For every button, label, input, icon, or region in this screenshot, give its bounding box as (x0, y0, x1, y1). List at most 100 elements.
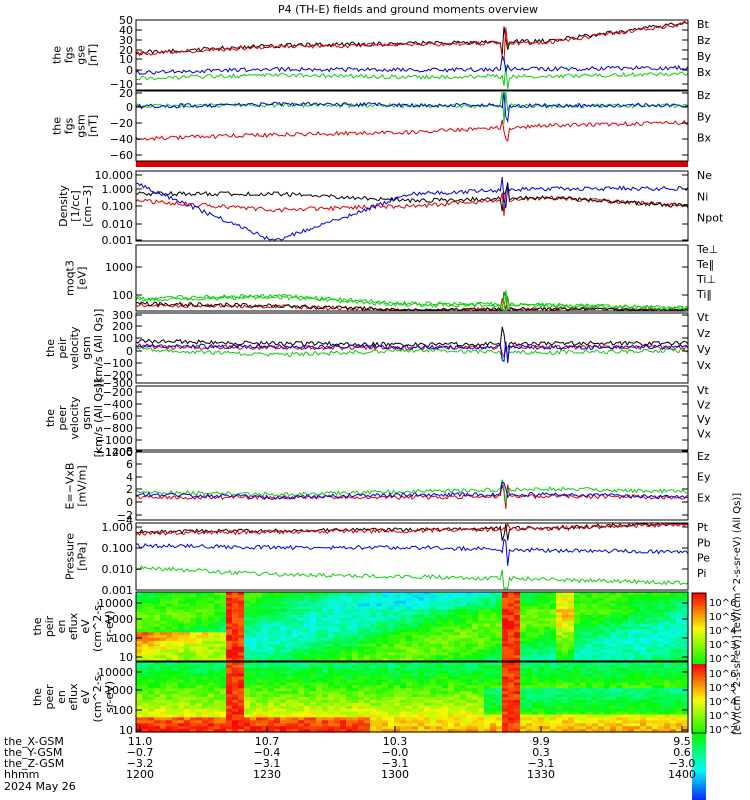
spectrogram-cell (652, 688, 659, 692)
spectrogram-cell (394, 708, 401, 713)
spectrogram-cell (550, 723, 557, 727)
spectrogram-cell (478, 652, 485, 656)
spectrogram-cell (358, 662, 365, 666)
spectrogram-cell (574, 714, 581, 718)
spectrogram-cell (460, 662, 467, 666)
spectrogram-cell (634, 664, 641, 669)
spectrogram-cell (310, 626, 317, 630)
spectrogram-cell (172, 714, 179, 718)
spectrogram-cell (214, 609, 221, 613)
spectrogram-cell (598, 702, 605, 707)
spectrogram-cell (232, 662, 239, 666)
spectrogram-cell (538, 652, 545, 656)
y-tick-label: −1400 (96, 446, 133, 459)
spectrogram-cell (274, 606, 281, 610)
spectrogram-cell (208, 643, 215, 648)
spectrogram-cell (382, 594, 389, 599)
spectrogram-cell (604, 679, 611, 683)
spectrogram-cell (166, 662, 173, 666)
spectrogram-cell (454, 626, 461, 630)
y-tick-label: 10 (119, 53, 133, 66)
spectrogram-cell (484, 623, 491, 628)
spectrogram-cell (556, 673, 563, 678)
spectrogram-cell (274, 632, 281, 636)
spectrogram-cell (526, 606, 533, 610)
spectrogram-cell (274, 617, 281, 622)
spectrogram-cell (526, 729, 533, 733)
spectrogram-cell (310, 609, 317, 613)
spectrogram-cell (238, 606, 245, 610)
spectrogram-cell (622, 691, 629, 695)
spectrogram-cell (682, 699, 689, 704)
spectrogram-cell (256, 646, 263, 651)
spectrogram-cell (442, 646, 449, 651)
spectrogram-cell (454, 711, 461, 716)
colorbar-cell (692, 768, 706, 771)
spectrogram-cell (208, 726, 215, 730)
colorbar-cell (692, 796, 706, 799)
spectrogram-cell (628, 646, 635, 651)
spectrogram-cell (490, 609, 497, 613)
spectrogram-cell (424, 720, 431, 724)
spectrogram-cell (280, 676, 287, 681)
spectrogram-cell (616, 626, 623, 630)
spectrogram-cell (358, 679, 365, 683)
spectrogram-cell (346, 702, 353, 707)
spectrogram-cell (496, 679, 503, 683)
spectrogram-cell (310, 652, 317, 656)
spectrogram-cell (172, 635, 179, 639)
spectrogram-cell (178, 646, 185, 651)
spectrogram-cell (658, 688, 665, 692)
spectrogram-cell (166, 720, 173, 724)
y-axis-label-line: the (51, 46, 64, 64)
spectrogram-cell (340, 609, 347, 613)
spectrogram-cell (340, 688, 347, 692)
spectrogram-cell (652, 615, 659, 619)
spectrogram-cell (400, 697, 407, 701)
spectrogram-cell (346, 667, 353, 672)
spectrogram-cell (148, 617, 155, 622)
spectrogram-cell (652, 626, 659, 630)
spectrogram-cell (358, 626, 365, 630)
spectrogram-cell (184, 694, 191, 698)
spectrogram-cell (580, 688, 587, 692)
spectrogram-cell (670, 664, 677, 669)
colorbar-frame (691, 592, 707, 734)
spectrogram-cell (256, 676, 263, 681)
spectrogram-cell (448, 673, 455, 678)
spectrogram-cell (502, 617, 509, 622)
colorbar-cell (692, 744, 706, 747)
spectrogram-cell (490, 682, 497, 686)
spectrogram-cell (340, 652, 347, 656)
panel-frame-peer (135, 385, 689, 451)
spectrogram-cell (340, 676, 347, 681)
spectrogram-cell (364, 640, 371, 645)
spectrogram-cell (544, 617, 551, 622)
spectrogram-cell (304, 609, 311, 613)
spectrogram-cell (676, 620, 683, 625)
spectrogram-cell (622, 697, 629, 701)
spectrogram-cell (568, 612, 575, 616)
spectrogram-cell (574, 615, 581, 619)
spectrogram-cell (184, 708, 191, 713)
spectrogram-cell (232, 617, 239, 622)
spectrogram-cell (376, 673, 383, 678)
colorbar-cell (692, 670, 706, 673)
spectrogram-cell (166, 714, 173, 718)
spectrogram-cell (526, 620, 533, 625)
spectrogram-cell (268, 655, 275, 659)
spectrogram-cell (598, 640, 605, 645)
spectrogram-cell (448, 702, 455, 707)
spectrogram-cell (382, 699, 389, 704)
spectrogram-cell (160, 600, 167, 605)
spectrogram-cell (214, 606, 221, 610)
spectrogram-cell (208, 620, 215, 625)
spectrogram-cell (352, 603, 359, 607)
spectrogram-cell (418, 600, 425, 605)
spectrogram-cell (370, 658, 377, 662)
spectrogram-cell (310, 643, 317, 648)
spectrogram-cell (280, 694, 287, 698)
y-tick-label: −20 (110, 117, 133, 130)
spectrogram-cell (406, 699, 413, 704)
spectrogram-cell (478, 615, 485, 619)
